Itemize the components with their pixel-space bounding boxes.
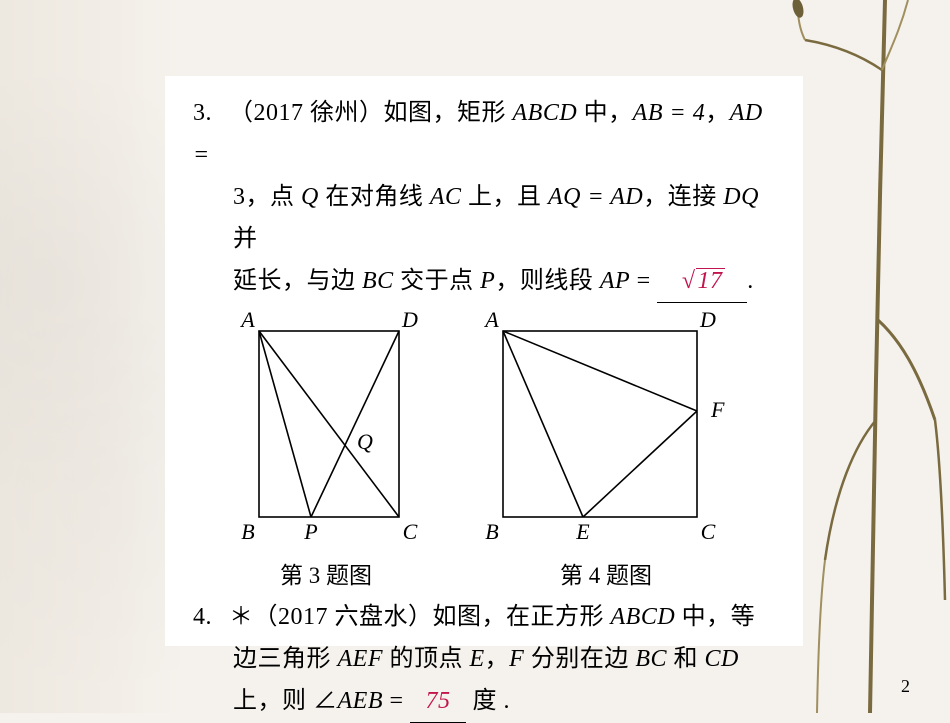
q3-l2c: 上，且 bbox=[462, 184, 549, 210]
content-panel: 3.（2017 徐州）如图，矩形 ABCD 中，AB = 4，AD = 3，点 … bbox=[165, 76, 803, 646]
q3-l3a: 延长，与边 bbox=[233, 268, 362, 294]
svg-text:A: A bbox=[239, 311, 255, 332]
svg-text:P: P bbox=[303, 519, 317, 544]
q4-answer-blank: 75 bbox=[410, 680, 466, 723]
q3-l2a: 3，点 bbox=[233, 184, 301, 210]
q3-eq: = bbox=[630, 268, 657, 294]
q4-l2c: 分别在边 bbox=[524, 646, 635, 672]
q3-P: P bbox=[480, 268, 495, 294]
page-number: 2 bbox=[901, 676, 910, 697]
q3-c1: ， bbox=[705, 100, 730, 126]
fig4-wrap: A D B C E F 第 4 题图 bbox=[481, 311, 731, 590]
q3-AP: AP bbox=[600, 268, 630, 294]
q3-Q: Q bbox=[301, 184, 319, 210]
q4-t1e: 中，等 bbox=[675, 604, 755, 630]
fig3-wrap: A D B C P Q 第 3 题图 bbox=[231, 311, 421, 590]
q4-BC: BC bbox=[635, 646, 667, 672]
q4-l2b: 的顶点 bbox=[383, 646, 470, 672]
figure-row: A D B C P Q 第 3 题图 A D B C E F 第 4 题图 bbox=[231, 311, 775, 590]
q4-AEB: AEB bbox=[338, 688, 383, 714]
q3-l3b: 交于点 bbox=[394, 268, 481, 294]
q4-l2a: 边三角形 bbox=[233, 646, 338, 672]
q4-deg: 度 . bbox=[466, 688, 510, 714]
q3-answer-blank: √17 bbox=[657, 260, 747, 303]
q4-E: E bbox=[469, 646, 484, 672]
svg-text:C: C bbox=[701, 519, 716, 544]
fig4-svg: A D B C E F bbox=[481, 311, 731, 547]
q4-AEF: AEF bbox=[338, 646, 383, 672]
q3-l3c: ，则线段 bbox=[495, 268, 600, 294]
fig4-caption: 第 4 题图 bbox=[481, 556, 731, 590]
svg-text:C: C bbox=[403, 519, 418, 544]
svg-text:E: E bbox=[575, 519, 590, 544]
q3-l2e: 并 bbox=[233, 226, 258, 252]
q3-ab: AB = 4 bbox=[633, 100, 706, 126]
q4-c: ， bbox=[485, 646, 510, 672]
q4-and: 和 bbox=[667, 646, 705, 672]
q3-answer: √17 bbox=[680, 260, 725, 302]
q3-number: 3. bbox=[193, 92, 229, 134]
left-texture-bg bbox=[0, 0, 180, 713]
svg-text:D: D bbox=[699, 311, 716, 332]
q3-DQ: DQ bbox=[723, 184, 759, 210]
q4-number: 4. bbox=[193, 596, 229, 638]
q4-block: 4.＊（2017 六盘水）如图，在正方形 ABCD 中，等 边三角形 AEF 的… bbox=[193, 596, 775, 723]
q4-CD: CD bbox=[705, 646, 739, 672]
q3-period: . bbox=[747, 268, 754, 294]
q3-abcd: ABCD bbox=[513, 100, 578, 126]
svg-text:Q: Q bbox=[357, 429, 373, 454]
fig3-svg: A D B C P Q bbox=[231, 311, 421, 547]
svg-text:F: F bbox=[710, 397, 725, 422]
q3-answer-rad: 17 bbox=[696, 268, 725, 293]
q3-aq: AQ = AD bbox=[548, 184, 643, 210]
fig3-caption: 第 3 题图 bbox=[231, 556, 421, 590]
q4-angle: ∠ bbox=[313, 688, 338, 714]
q4-F: F bbox=[509, 646, 524, 672]
q3-BC: BC bbox=[362, 268, 394, 294]
svg-text:B: B bbox=[241, 519, 254, 544]
q3-block: 3.（2017 徐州）如图，矩形 ABCD 中，AB = 4，AD = 3，点 … bbox=[193, 92, 775, 303]
svg-text:B: B bbox=[485, 519, 498, 544]
q4-t1: （2017 六盘水）如图，在正方形 bbox=[254, 604, 611, 630]
svg-text:D: D bbox=[401, 311, 418, 332]
q4-eq: = bbox=[383, 688, 410, 714]
q3-t1: （2017 徐州）如图，矩形 bbox=[229, 100, 513, 126]
q4-l3a: 上，则 bbox=[233, 688, 313, 714]
svg-text:A: A bbox=[483, 311, 499, 332]
q4-answer: 75 bbox=[426, 688, 451, 714]
q3-t2: 中， bbox=[577, 100, 633, 126]
q3-AC: AC bbox=[430, 184, 462, 210]
q4-star: ＊ bbox=[229, 604, 254, 630]
q4-abcd: ABCD bbox=[611, 604, 676, 630]
q3-l2b: 在对角线 bbox=[319, 184, 430, 210]
q3-l2d: ，连接 bbox=[643, 184, 723, 210]
